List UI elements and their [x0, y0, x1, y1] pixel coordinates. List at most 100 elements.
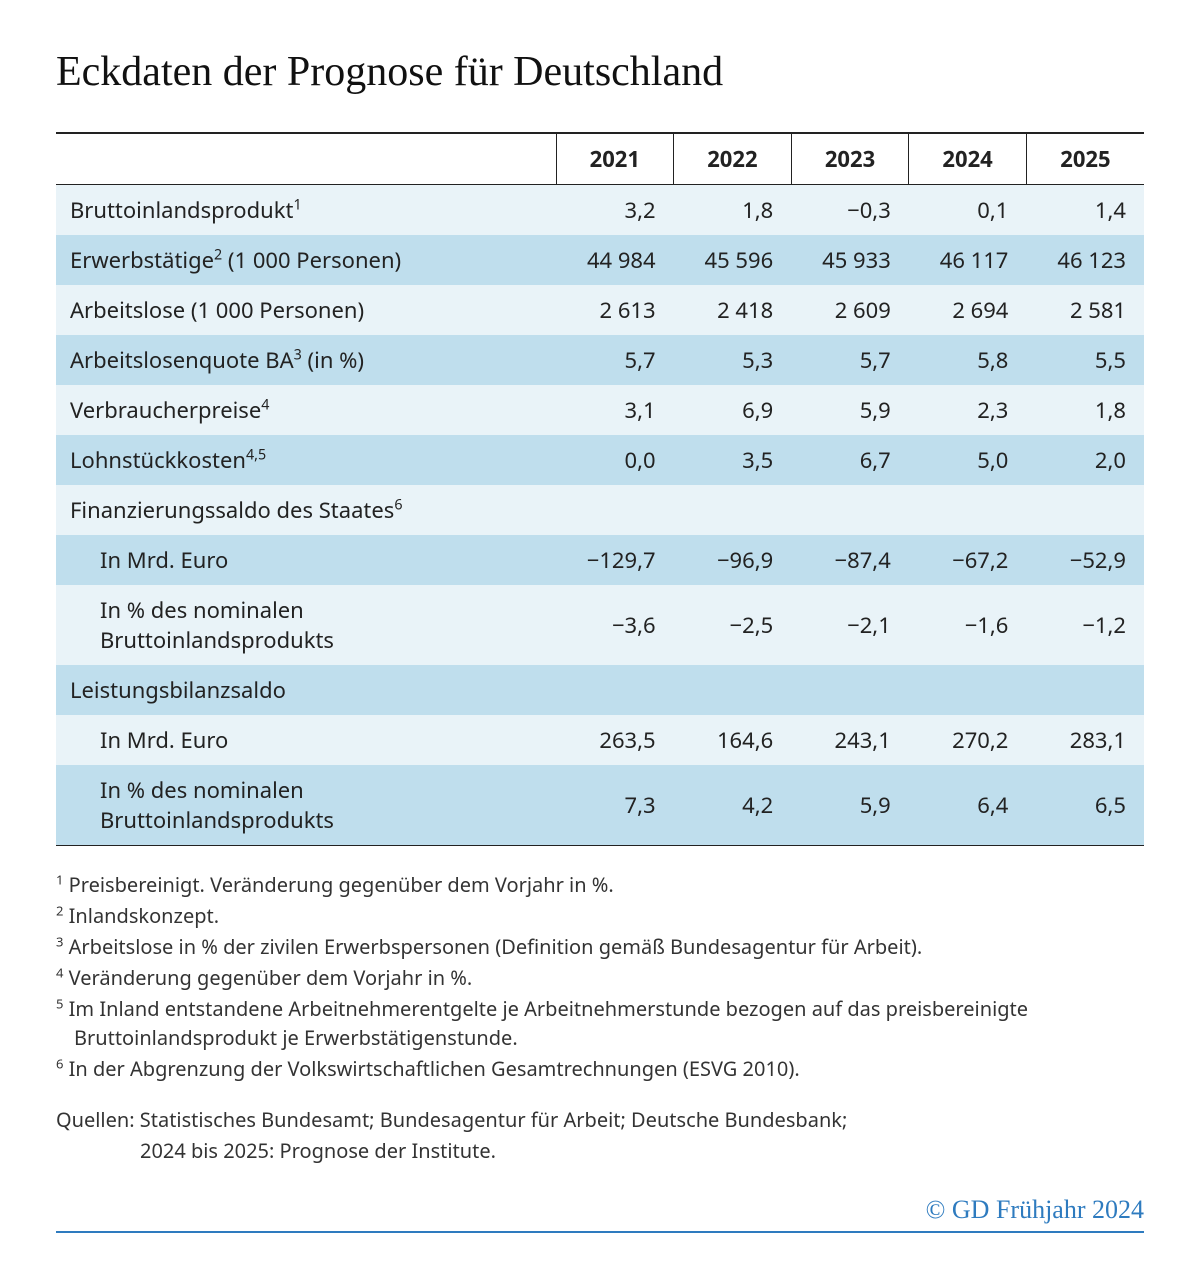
cell-value: 5,0: [909, 435, 1027, 485]
cell-value: −52,9: [1026, 535, 1144, 585]
footnote: 3 Arbeitslose in % der zivilen Erwerbspe…: [56, 932, 1144, 961]
cell-value: 5,7: [791, 335, 909, 385]
footnote: 4 Veränderung gegenüber dem Vorjahr in %…: [56, 963, 1144, 992]
cell-value: −2,5: [674, 585, 792, 665]
cell-value: 2,3: [909, 385, 1027, 435]
footnotes: 1 Preisbereinigt. Veränderung gegenüber …: [56, 870, 1144, 1083]
cell-value: 45 933: [791, 235, 909, 285]
cell-value: −2,1: [791, 585, 909, 665]
cell-value: [909, 665, 1027, 715]
table-row: Erwerbstätige2 (1 000 Personen)44 98445 …: [56, 235, 1144, 285]
footnote: 6 In der Abgrenzung der Volkswirtschaftl…: [56, 1054, 1144, 1083]
cell-value: [674, 665, 792, 715]
table-row: In % des nominalen Bruttoinlandsprodukts…: [56, 765, 1144, 846]
cell-value: −129,7: [556, 535, 674, 585]
cell-value: −1,2: [1026, 585, 1144, 665]
cell-value: 6,7: [791, 435, 909, 485]
cell-value: [1026, 665, 1144, 715]
table-row: Arbeitslosenquote BA3 (in %)5,75,35,75,8…: [56, 335, 1144, 385]
row-label: In Mrd. Euro: [56, 715, 556, 765]
source-line: 2024 bis 2025: Prognose der Institute.: [56, 1136, 1144, 1165]
credit: © GD Frühjahr 2024: [926, 1195, 1144, 1224]
cell-value: 7,3: [556, 765, 674, 846]
row-label: Verbraucherpreise4: [56, 385, 556, 435]
cell-value: 1,8: [674, 185, 792, 236]
forecast-table-page: Eckdaten der Prognose für Deutschland 20…: [0, 0, 1200, 1263]
cell-value: 5,3: [674, 335, 792, 385]
cell-value: 46 123: [1026, 235, 1144, 285]
cell-value: −1,6: [909, 585, 1027, 665]
cell-value: 270,2: [909, 715, 1027, 765]
cell-value: [556, 665, 674, 715]
cell-value: [556, 485, 674, 535]
cell-value: 45 596: [674, 235, 792, 285]
table-row: In Mrd. Euro−129,7−96,9−87,4−67,2−52,9: [56, 535, 1144, 585]
footnote: 1 Preisbereinigt. Veränderung gegenüber …: [56, 870, 1144, 899]
source-line: Quellen: Statistisches Bundesamt; Bundes…: [56, 1105, 1144, 1134]
cell-value: 1,4: [1026, 185, 1144, 236]
row-label: In Mrd. Euro: [56, 535, 556, 585]
cell-value: 5,9: [791, 385, 909, 435]
cell-value: [1026, 485, 1144, 535]
forecast-table: 2021 2022 2023 2024 2025 Bruttoinlandspr…: [56, 132, 1144, 846]
cell-value: [909, 485, 1027, 535]
cell-value: 6,4: [909, 765, 1027, 846]
cell-value: −0,3: [791, 185, 909, 236]
header-year: 2023: [791, 133, 909, 185]
cell-value: −96,9: [674, 535, 792, 585]
cell-value: 6,5: [1026, 765, 1144, 846]
row-label: Leistungsbilanzsaldo: [56, 665, 556, 715]
header-year: 2021: [556, 133, 674, 185]
table-row: Bruttoinlandsprodukt13,21,8−0,30,11,4: [56, 185, 1144, 236]
row-label: In % des nominalen Bruttoinlandsprodukts: [56, 765, 556, 846]
header-year: 2022: [674, 133, 792, 185]
cell-value: 2 609: [791, 285, 909, 335]
sources: Quellen: Statistisches Bundesamt; Bundes…: [56, 1105, 1144, 1165]
cell-value: −87,4: [791, 535, 909, 585]
cell-value: 2 418: [674, 285, 792, 335]
cell-value: 5,7: [556, 335, 674, 385]
cell-value: 3,1: [556, 385, 674, 435]
cell-value: [791, 485, 909, 535]
footnote: 2 Inlandskonzept.: [56, 901, 1144, 930]
cell-value: [791, 665, 909, 715]
header-blank: [56, 133, 556, 185]
header-year: 2025: [1026, 133, 1144, 185]
header-year: 2024: [909, 133, 1027, 185]
row-label: Arbeitslosenquote BA3 (in %): [56, 335, 556, 385]
cell-value: 2,0: [1026, 435, 1144, 485]
table-row: In % des nominalen Bruttoinlandsprodukts…: [56, 585, 1144, 665]
cell-value: 243,1: [791, 715, 909, 765]
footnote: 5 Im Inland entstandene Arbeitnehmerentg…: [56, 994, 1144, 1052]
cell-value: 2 581: [1026, 285, 1144, 335]
cell-value: 3,2: [556, 185, 674, 236]
cell-value: 5,8: [909, 335, 1027, 385]
table-row: Leistungsbilanzsaldo: [56, 665, 1144, 715]
table-row: Finanzierungssaldo des Staates6: [56, 485, 1144, 535]
table-row: Verbraucherpreise43,16,95,92,31,8: [56, 385, 1144, 435]
cell-value: 5,9: [791, 765, 909, 846]
cell-value: 2 694: [909, 285, 1027, 335]
cell-value: 164,6: [674, 715, 792, 765]
cell-value: 263,5: [556, 715, 674, 765]
table-header-row: 2021 2022 2023 2024 2025: [56, 133, 1144, 185]
row-label: Arbeitslose (1 000 Personen): [56, 285, 556, 335]
table-row: In Mrd. Euro263,5164,6243,1270,2283,1: [56, 715, 1144, 765]
cell-value: 0,0: [556, 435, 674, 485]
row-label: Bruttoinlandsprodukt1: [56, 185, 556, 236]
row-label: Finanzierungssaldo des Staates6: [56, 485, 556, 535]
row-label: In % des nominalen Bruttoinlandsprodukts: [56, 585, 556, 665]
cell-value: 2 613: [556, 285, 674, 335]
cell-value: 3,5: [674, 435, 792, 485]
cell-value: 0,1: [909, 185, 1027, 236]
cell-value: 44 984: [556, 235, 674, 285]
cell-value: [674, 485, 792, 535]
credit-rule: © GD Frühjahr 2024: [56, 1195, 1144, 1233]
cell-value: −3,6: [556, 585, 674, 665]
table-row: Lohnstückkosten4,50,03,56,75,02,0: [56, 435, 1144, 485]
cell-value: 4,2: [674, 765, 792, 846]
page-title: Eckdaten der Prognose für Deutschland: [56, 48, 1144, 96]
table-row: Arbeitslose (1 000 Personen)2 6132 4182 …: [56, 285, 1144, 335]
cell-value: 283,1: [1026, 715, 1144, 765]
row-label: Lohnstückkosten4,5: [56, 435, 556, 485]
